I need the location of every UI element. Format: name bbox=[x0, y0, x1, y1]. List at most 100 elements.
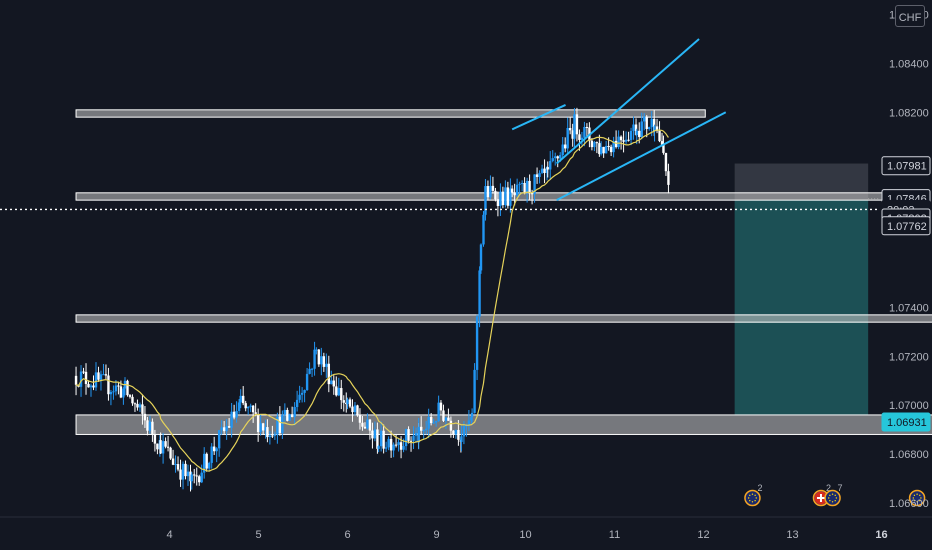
candle-body bbox=[518, 183, 521, 185]
candle-body bbox=[499, 191, 502, 206]
candle-body bbox=[504, 187, 507, 206]
candle-body bbox=[276, 416, 279, 435]
zone-3[interactable] bbox=[75, 314, 932, 323]
time-tick-label: 6 bbox=[344, 529, 350, 541]
channel-line-3[interactable] bbox=[511, 104, 566, 131]
candle-body bbox=[288, 414, 291, 421]
candle-body bbox=[454, 429, 458, 435]
candle-body bbox=[205, 453, 208, 469]
candle-body bbox=[549, 161, 552, 170]
candle-body bbox=[327, 363, 331, 385]
candle-body bbox=[627, 139, 630, 141]
candle-body bbox=[102, 374, 105, 376]
candle-body bbox=[551, 158, 554, 162]
currency-label[interactable]: CHF bbox=[895, 5, 925, 27]
candle-body bbox=[442, 410, 445, 421]
candle-body bbox=[645, 116, 648, 129]
candle-body bbox=[473, 369, 476, 413]
candle-body bbox=[171, 458, 175, 465]
candle-body bbox=[509, 188, 512, 206]
trend-channel[interactable] bbox=[511, 38, 727, 202]
candle-body bbox=[186, 471, 190, 477]
candle-body bbox=[212, 446, 216, 452]
candle-body bbox=[634, 124, 638, 136]
candle-body bbox=[268, 435, 272, 438]
candle-body bbox=[561, 144, 564, 156]
candle-body bbox=[609, 146, 613, 153]
candle-body bbox=[131, 396, 134, 404]
candle-body bbox=[650, 118, 653, 128]
candle-body bbox=[540, 168, 544, 173]
eu-flag-icon[interactable] bbox=[908, 489, 926, 507]
take-profit-area[interactable] bbox=[734, 200, 869, 415]
candle-body bbox=[122, 388, 125, 398]
candle-body bbox=[525, 180, 529, 193]
candle-body bbox=[235, 410, 238, 418]
price-axis[interactable]: 1.086001.084001.082001.074001.072001.070… bbox=[881, 10, 931, 510]
candle-body bbox=[174, 464, 177, 466]
eu-star bbox=[755, 497, 757, 499]
candle-body bbox=[543, 168, 546, 174]
eu-star bbox=[828, 497, 830, 499]
candle-body bbox=[200, 472, 203, 483]
candle-body bbox=[460, 436, 463, 442]
candle-body bbox=[193, 474, 196, 476]
candle-body bbox=[153, 434, 157, 444]
candle-body bbox=[164, 441, 167, 447]
channel-line-1[interactable] bbox=[555, 38, 700, 165]
candle-body bbox=[254, 412, 257, 415]
candle-body bbox=[210, 446, 213, 463]
candle-body bbox=[538, 172, 541, 177]
zone-2[interactable] bbox=[75, 192, 909, 201]
eu-flag-icon[interactable] bbox=[824, 489, 841, 507]
candle-body bbox=[313, 349, 316, 369]
candle-body bbox=[310, 368, 314, 370]
candle-body bbox=[138, 404, 142, 408]
candle-body bbox=[256, 414, 260, 433]
candle-body bbox=[266, 427, 269, 438]
candle-body bbox=[84, 371, 88, 384]
candle-body bbox=[482, 214, 485, 245]
eu-star bbox=[916, 493, 918, 495]
zone-4[interactable] bbox=[75, 414, 932, 435]
candle-body bbox=[658, 130, 661, 142]
candle-body bbox=[232, 411, 236, 418]
candle-body bbox=[602, 146, 605, 154]
candle-body bbox=[622, 140, 625, 142]
time-tick-label: 11 bbox=[609, 529, 620, 541]
candle-body bbox=[595, 142, 599, 144]
time-axis[interactable]: 4569101112131617 bbox=[0, 516, 932, 550]
candle-body bbox=[614, 140, 618, 148]
candle-body bbox=[462, 425, 466, 437]
candle-body bbox=[303, 390, 306, 393]
price-tick-label: 1.07200 bbox=[889, 351, 929, 363]
candle-body bbox=[467, 420, 471, 426]
candle-body bbox=[283, 409, 287, 415]
candle-body bbox=[151, 421, 154, 435]
candle-body bbox=[230, 411, 233, 428]
candle-body bbox=[251, 405, 255, 413]
price-tag-box[interactable] bbox=[881, 412, 931, 432]
zone-1[interactable] bbox=[75, 109, 706, 118]
eu-flag-icon[interactable] bbox=[744, 489, 761, 507]
candle-body bbox=[376, 429, 379, 449]
candle-body bbox=[583, 126, 586, 138]
price-tag-box[interactable] bbox=[881, 216, 931, 236]
candle-body bbox=[189, 471, 192, 482]
candle-body bbox=[79, 371, 83, 387]
short-position-tool[interactable] bbox=[734, 163, 869, 415]
candle-body bbox=[119, 386, 123, 398]
channel-line-2[interactable] bbox=[556, 111, 727, 202]
candle-body bbox=[612, 140, 615, 153]
candle-body bbox=[632, 124, 635, 131]
candle-body bbox=[117, 385, 120, 387]
candle-body bbox=[575, 114, 579, 135]
price-tag-box[interactable] bbox=[881, 156, 931, 176]
time-tick-label: 13 bbox=[786, 529, 798, 541]
candle-body bbox=[653, 126, 656, 132]
candle-body bbox=[112, 391, 115, 393]
eu-star bbox=[913, 499, 916, 502]
candle-body bbox=[585, 126, 589, 128]
